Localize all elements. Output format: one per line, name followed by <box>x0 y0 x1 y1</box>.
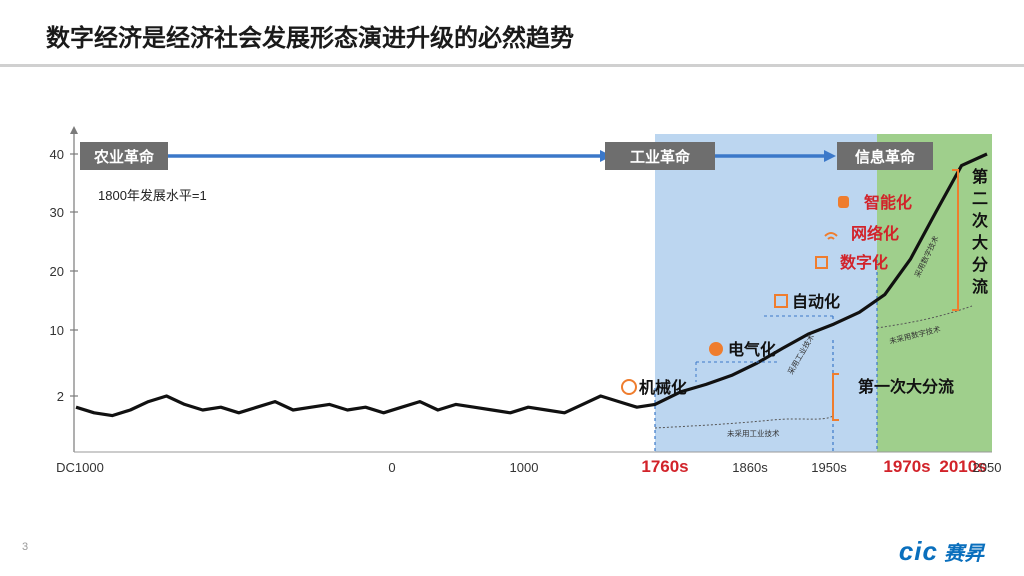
second-divergence-bracket <box>952 169 959 311</box>
industrial-era-band <box>655 134 877 452</box>
y-tick-label: 30 <box>50 205 64 220</box>
curve-non-industrial <box>654 415 834 429</box>
revolution-labels: 农业革命 工业革命 信息革命 <box>80 142 933 170</box>
stage-label-intelligence: 智能化 <box>864 193 912 212</box>
x-tick-label: 1970s <box>883 457 930 476</box>
stage-label-automation: 自动化 <box>792 292 840 311</box>
x-tick-label: 2010s <box>939 457 986 476</box>
y-tick-label: 2 <box>57 389 64 404</box>
baseline-note: 1800年发展水平=1 <box>98 188 207 203</box>
stage-label-electrification: 电气化 <box>728 340 776 359</box>
x-tick-label: 1860s <box>732 460 768 475</box>
revolution-box <box>80 142 168 170</box>
stage-networking: 网络化 <box>824 224 899 243</box>
company-logo: cic 赛昇 <box>899 536 984 567</box>
stage-electrification: 电气化 <box>695 340 780 382</box>
stage-intelligence: 智能化 <box>838 193 912 212</box>
wifi-icon <box>824 232 838 240</box>
stage-label-mechanization: 机械化 <box>639 378 687 397</box>
logo-mark: cic <box>898 536 938 566</box>
arrow-head-2 <box>824 150 836 162</box>
y-tick-label: 20 <box>50 264 64 279</box>
page-number: 3 <box>22 541 29 553</box>
revolution-label: 信息革命 <box>855 148 916 166</box>
y-axis-arrow <box>70 126 78 134</box>
stage-mechanization: 机械化 <box>621 378 687 397</box>
second-divergence-label: 第二次大分流 <box>972 167 988 296</box>
second-divergence-char: 分 <box>972 255 988 274</box>
second-divergence-char: 流 <box>972 277 988 296</box>
lightbulb-icon <box>709 342 723 356</box>
robot-arm-icon <box>774 294 788 308</box>
revolution-label: 农业革命 <box>93 148 155 166</box>
stage-label-networking: 网络化 <box>851 224 899 243</box>
gear-icon <box>621 379 637 395</box>
x-tick-label: 1950s <box>811 460 847 475</box>
stage-label-digitization: 数字化 <box>840 253 888 272</box>
y-axis-ticks: 2 10 20 30 40 <box>50 147 78 404</box>
x-tick-label: 2050 <box>973 460 1002 475</box>
x-tick-label: 1760s <box>641 457 688 476</box>
x-tick-label: DC1000 <box>56 460 104 475</box>
second-divergence: 第二次大分流 <box>952 167 988 311</box>
brain-icon <box>838 196 849 208</box>
series-line <box>75 152 988 418</box>
first-divergence: 第一次大分流 <box>832 373 954 421</box>
y-tick-label: 10 <box>50 323 64 338</box>
revolution-box <box>605 142 715 170</box>
second-divergence-char: 大 <box>972 233 988 252</box>
stage-automation: 自动化 <box>764 292 840 317</box>
second-divergence-char: 二 <box>972 189 988 208</box>
curve-label-non-industrial: 未采用工业技术 <box>727 428 780 438</box>
y-tick-label: 40 <box>50 147 64 162</box>
development-chart: 2 10 20 30 40 DC1000 0 1000 1760s 1860s 1950s 1970… <box>50 126 1001 476</box>
x-tick-label: 0 <box>388 460 395 475</box>
page-title: 数字经济是经济社会发展形态演进升级的必然趋势 <box>46 24 574 52</box>
logo-text: 赛昇 <box>944 541 984 565</box>
second-divergence-char: 次 <box>972 211 988 230</box>
revolution-label: 工业革命 <box>630 148 691 166</box>
digital-hand-icon <box>815 256 828 269</box>
x-tick-label: 1000 <box>510 460 539 475</box>
first-divergence-label: 第一次大分流 <box>858 377 954 396</box>
stage-digitization: 数字化 <box>815 253 888 272</box>
second-divergence-char: 第 <box>972 167 988 186</box>
first-divergence-bracket <box>832 373 839 421</box>
information-era-band <box>877 134 992 452</box>
curve-non-digital <box>876 305 973 329</box>
title-divider <box>0 64 1024 67</box>
revolution-box <box>837 142 933 170</box>
